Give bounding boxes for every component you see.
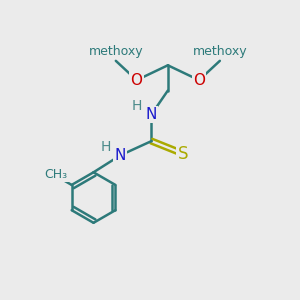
- Text: N: N: [146, 107, 157, 122]
- Text: CH₃: CH₃: [45, 168, 68, 181]
- Text: methoxy: methoxy: [88, 45, 143, 58]
- Text: O: O: [193, 73, 205, 88]
- Text: O: O: [130, 73, 142, 88]
- Text: H: H: [101, 140, 111, 154]
- Text: S: S: [177, 145, 188, 163]
- Text: N: N: [115, 148, 126, 163]
- Text: H: H: [132, 99, 142, 113]
- Text: methoxy: methoxy: [193, 45, 247, 58]
